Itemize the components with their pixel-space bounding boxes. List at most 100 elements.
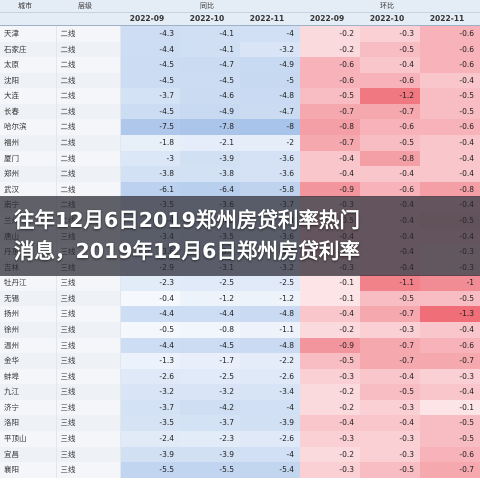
mom-value-cell: -0.4 [360, 57, 421, 73]
table-row: 蚌埠 三线 -2.6 -2.5 -2.6 -0.3 -0.4 -0.3 [0, 368, 480, 385]
yoy-value-cell: -4.4 [180, 306, 240, 322]
mom-value-cell: -0.5 [300, 353, 361, 369]
yoy-value-cell: -2.4 [120, 431, 180, 447]
table-row: 石家庄 二线 -4.4 -4.1 -3.2 -0.2 -0.5 -0.6 [0, 41, 480, 58]
mom-value-cell: -0.4 [360, 368, 421, 385]
city-cell: 宜昌 [0, 446, 57, 463]
table-row: 平顶山 三线 -2.4 -2.3 -2.6 -0.3 -0.3 -0.5 [0, 431, 480, 447]
city-cell: 牡丹江 [0, 275, 57, 291]
yoy-value-cell: -3 [120, 150, 180, 167]
yoy-value-cell: -3.6 [240, 150, 301, 167]
month-header-row: 2022-09 2022-10 2022-11 2022-09 2022-10 … [0, 12, 480, 26]
headline-line-1: 往年12月6日2019郑州房贷利率热门 [14, 208, 360, 232]
yoy-value-cell: -3.4 [240, 384, 301, 400]
blank-header [56, 12, 120, 26]
mom-value-cell: -0.5 [420, 415, 480, 432]
mom-value-cell: -0.4 [360, 166, 421, 182]
city-cell: 蚌埠 [0, 368, 57, 385]
yoy-value-cell: -3.8 [180, 166, 240, 182]
city-cell: 扬州 [0, 306, 57, 322]
mom-value-cell: -0.3 [360, 321, 421, 338]
month-header: 2022-09 [300, 12, 361, 26]
table-row: 徐州 三线 -0.5 -0.8 -1.1 -0.2 -0.3 -0.4 [0, 321, 480, 338]
yoy-value-cell: -5.5 [180, 462, 240, 478]
yoy-value-cell: -4.9 [240, 57, 301, 73]
table-row: 长春 二线 -4.5 -4.9 -4.7 -0.7 -0.7 -0.5 [0, 103, 480, 120]
yoy-value-cell: -4 [240, 446, 301, 463]
tier-cell: 三线 [56, 306, 121, 322]
city-cell: 平顶山 [0, 431, 57, 447]
mom-value-cell: -0.7 [360, 353, 421, 369]
tier-cell: 三线 [56, 368, 121, 385]
mom-value-cell: -0.5 [360, 41, 421, 58]
month-header: 2022-09 [120, 12, 180, 26]
tier-cell: 三线 [56, 337, 121, 354]
table-row: 九江 三线 -3.2 -3.2 -3.4 -0.2 -0.5 -0.4 [0, 384, 480, 400]
yoy-value-cell: -4 [240, 25, 301, 42]
tier-cell: 三线 [56, 431, 121, 447]
mom-value-cell: -0.6 [360, 181, 421, 198]
table-row: 哈尔滨 二线 -7.5 -7.8 -8 -0.8 -0.6 -0.6 [0, 119, 480, 136]
table-row: 武汉 二线 -6.1 -6.4 -5.8 -0.9 -0.6 -0.8 [0, 181, 480, 198]
city-header: 城市 [0, 0, 56, 13]
yoy-value-cell: -4.7 [180, 57, 240, 73]
tier-cell: 三线 [56, 399, 121, 416]
mom-value-cell: -0.5 [360, 290, 421, 307]
yoy-value-cell: -4.8 [240, 337, 301, 354]
yoy-value-cell: -7.5 [120, 119, 180, 136]
yoy-value-cell: -5.5 [120, 462, 180, 478]
mom-value-cell: -0.2 [300, 399, 361, 416]
tier-cell: 二线 [56, 25, 121, 42]
tier-cell: 三线 [56, 384, 121, 400]
mom-value-cell: -0.4 [420, 135, 480, 151]
table-row: 宜昌 三线 -3.9 -3.9 -4 -0.2 -0.3 -0.6 [0, 446, 480, 463]
mom-value-cell: -0.7 [420, 353, 480, 369]
table-row: 济宁 三线 -3.7 -4.2 -4 -0.2 -0.3 -0.1 [0, 399, 480, 416]
city-cell: 武汉 [0, 181, 57, 198]
yoy-value-cell: -0.5 [120, 321, 180, 338]
yoy-value-cell: -5 [240, 72, 301, 89]
mom-value-cell: -0.2 [300, 384, 361, 400]
table-row: 无锡 三线 -0.4 -1.2 -1.2 -0.1 -0.5 -0.5 [0, 290, 480, 307]
yoy-value-cell: -6.1 [120, 181, 180, 198]
mom-value-cell: -0.3 [420, 368, 480, 385]
tier-header: 层级 [56, 0, 120, 13]
tier-cell: 二线 [56, 88, 121, 104]
mom-value-cell: -0.5 [420, 290, 480, 307]
yoy-value-cell: -5.4 [240, 462, 301, 478]
table-row: 天津 二线 -4.3 -4.1 -4 -0.2 -0.3 -0.6 [0, 25, 480, 42]
mom-value-cell: -0.7 [300, 135, 361, 151]
mom-value-cell: -1.1 [360, 275, 421, 291]
tier-cell: 二线 [56, 119, 121, 136]
city-cell: 沈阳 [0, 72, 57, 89]
headline-banner: 往年12月6日2019郑州房贷利率热门 消息，2019年12月6日郑州房贷利率 [0, 196, 480, 276]
mom-value-cell: -0.4 [360, 415, 421, 432]
mom-value-cell: -0.4 [300, 166, 361, 182]
yoy-value-cell: -2.1 [180, 135, 240, 151]
mom-value-cell: -0.5 [420, 431, 480, 447]
mom-value-cell: -0.6 [300, 57, 361, 73]
mom-value-cell: -0.3 [300, 462, 361, 478]
yoy-value-cell: -3.9 [240, 415, 301, 432]
month-header: 2022-11 [240, 12, 301, 26]
tier-cell: 二线 [56, 181, 121, 198]
yoy-value-cell: -1.8 [120, 135, 180, 151]
tier-cell: 三线 [56, 290, 121, 307]
mom-value-cell: -0.2 [300, 25, 361, 42]
mom-value-cell: -0.4 [420, 384, 480, 400]
yoy-value-cell: -4.4 [120, 41, 180, 58]
city-cell: 徐州 [0, 321, 57, 338]
city-cell: 太原 [0, 57, 57, 73]
yoy-value-cell: -7.8 [180, 119, 240, 136]
mom-value-cell: -0.7 [360, 103, 421, 120]
mom-value-cell: -0.4 [420, 166, 480, 182]
mom-value-cell: -0.6 [420, 57, 480, 73]
mom-value-cell: -0.6 [420, 337, 480, 354]
tier-cell: 二线 [56, 166, 121, 182]
table-row: 太原 二线 -4.5 -4.7 -4.9 -0.6 -0.4 -0.6 [0, 57, 480, 73]
yoy-value-cell: -4.5 [180, 337, 240, 354]
city-cell: 九江 [0, 384, 57, 400]
mom-value-cell: -0.1 [300, 275, 361, 291]
yoy-value-cell: -4.8 [240, 88, 301, 104]
city-cell: 温州 [0, 337, 57, 354]
